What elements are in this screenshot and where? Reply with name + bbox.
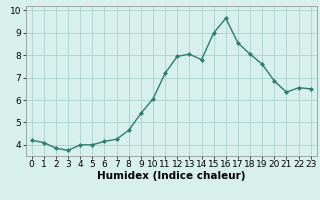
X-axis label: Humidex (Indice chaleur): Humidex (Indice chaleur) <box>97 171 245 181</box>
